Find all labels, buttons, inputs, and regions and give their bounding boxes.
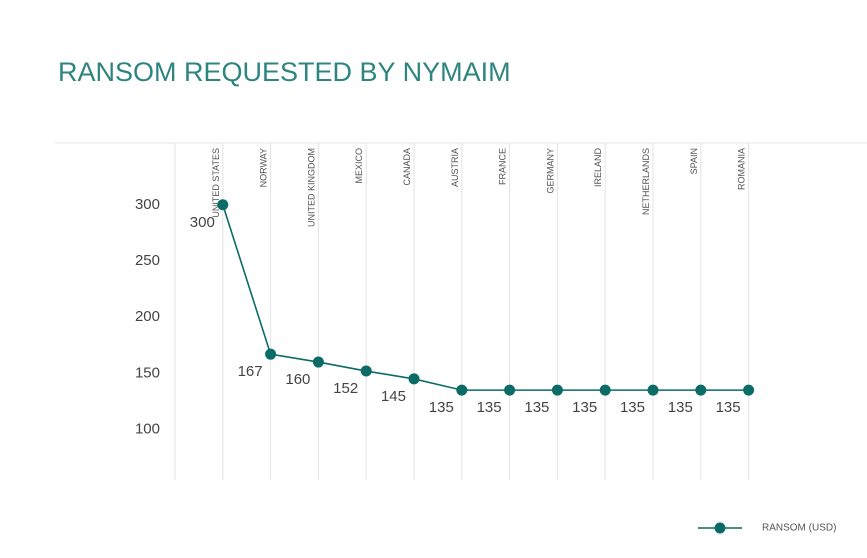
x-tick-label: GERMANY <box>545 148 555 194</box>
x-tick-label: SPAIN <box>689 148 699 174</box>
point <box>456 384 468 396</box>
x-tick-label: AUSTRIA <box>450 148 460 187</box>
data-label: 135 <box>572 399 597 416</box>
data-label: 135 <box>716 399 741 416</box>
y-tick-label: 300 <box>135 196 160 213</box>
point <box>599 384 611 396</box>
legend-marker <box>714 522 726 534</box>
chart-title: RANSOM REQUESTED BY NYMAIM <box>58 57 511 87</box>
data-label: 135 <box>429 399 454 416</box>
point <box>217 199 229 211</box>
point <box>695 384 707 396</box>
legend-label: RANSOM (USD) <box>762 523 836 534</box>
data-label: 135 <box>668 399 693 416</box>
x-tick-label: NETHERLANDS <box>641 148 651 215</box>
data-label: 152 <box>333 380 358 397</box>
x-tick-label: IRELAND <box>593 148 603 188</box>
data-label: 300 <box>190 214 215 231</box>
point <box>408 373 420 385</box>
point <box>743 384 755 396</box>
x-tick-label: CANADA <box>402 148 412 186</box>
x-tick-label: UNITED STATES <box>211 148 221 218</box>
x-tick-label: ROMANIA <box>737 148 747 190</box>
data-label: 145 <box>381 388 406 405</box>
data-label: 135 <box>620 399 645 416</box>
data-label: 135 <box>524 399 549 416</box>
data-label: 135 <box>477 399 502 416</box>
data-label: 167 <box>238 363 263 380</box>
point <box>504 384 516 396</box>
series-line <box>222 204 749 391</box>
y-tick-label: 250 <box>135 252 160 269</box>
point <box>312 356 324 368</box>
point <box>265 348 277 360</box>
point <box>360 365 372 377</box>
y-tick-label: 200 <box>135 308 160 325</box>
point <box>551 384 563 396</box>
point <box>647 384 659 396</box>
x-tick-label: MEXICO <box>354 148 364 184</box>
x-tick-label: NORWAY <box>259 148 269 187</box>
y-tick-label: 150 <box>135 364 160 381</box>
x-tick-label: UNITED KINGDOM <box>306 148 316 227</box>
x-tick-label: FRANCE <box>498 148 508 185</box>
y-tick-label: 100 <box>135 420 160 437</box>
data-label: 160 <box>285 371 310 388</box>
